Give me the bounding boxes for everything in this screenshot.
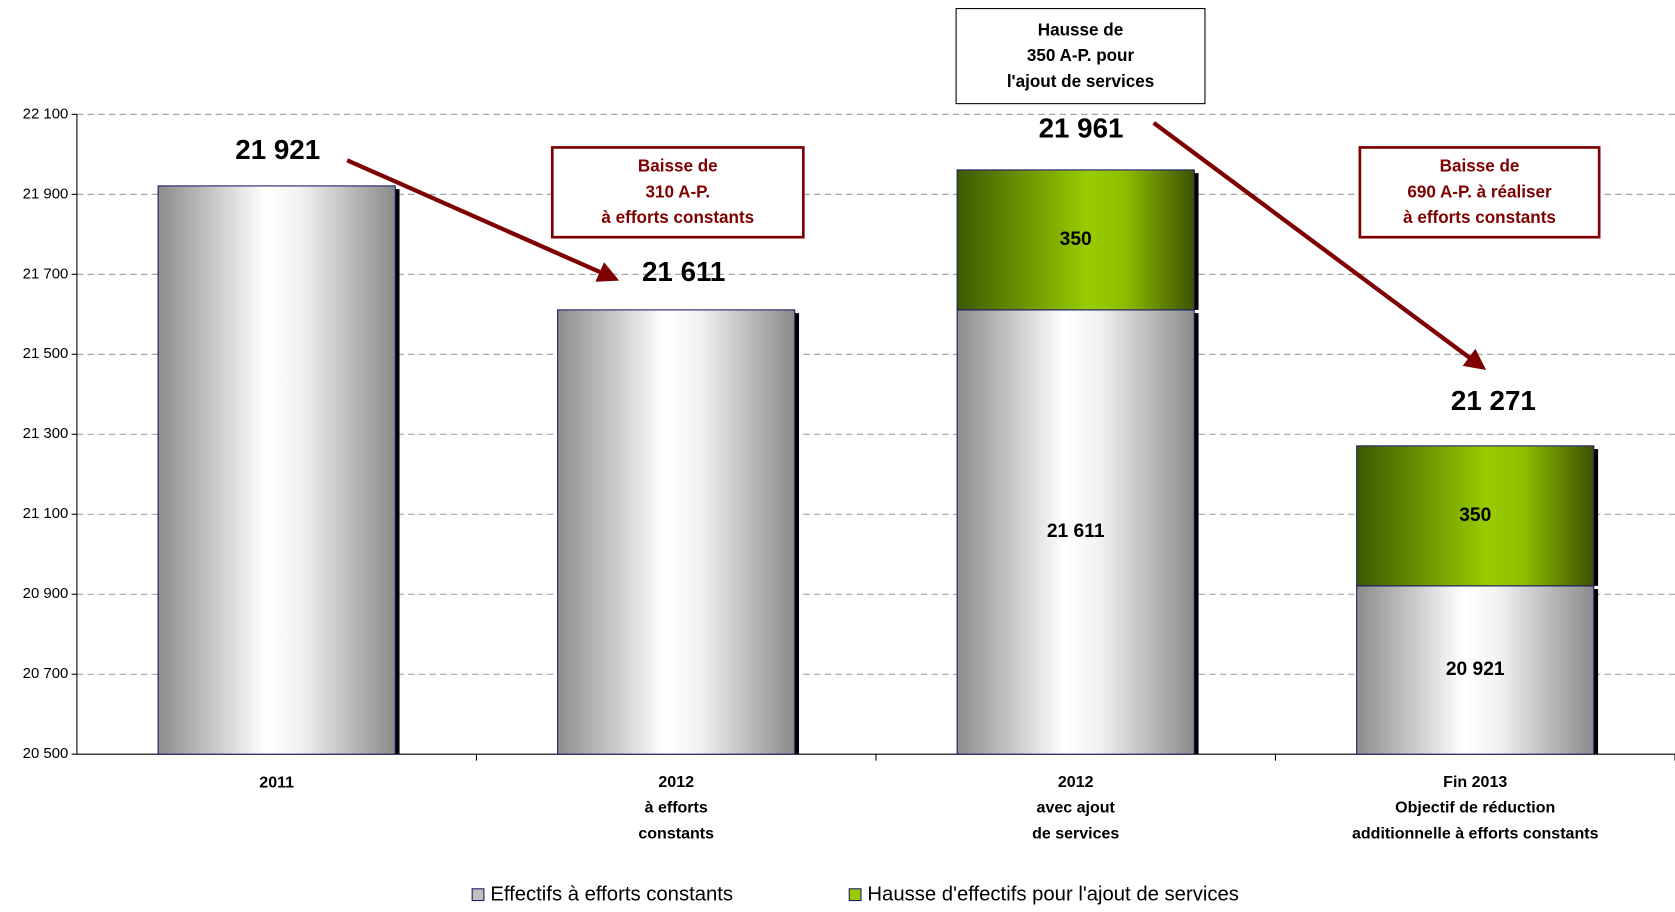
y-tick-label: 20 700 [23, 665, 69, 682]
total-label: 21 961 [1039, 113, 1124, 144]
arrow [346, 158, 620, 282]
annotation: Baisse de 690 A-P. à réaliser à efforts co… [1403, 156, 1556, 226]
bar [1356, 585, 1595, 755]
bar [557, 309, 796, 755]
y-tick-label: 21 900 [23, 185, 69, 202]
legend-label: Effectifs à efforts constants [490, 884, 733, 906]
data-label: 350 [1060, 229, 1092, 250]
y-tick-label: 21 300 [23, 425, 69, 442]
legend-swatch [471, 888, 485, 902]
legend-swatch [848, 888, 862, 902]
y-tick-label: 21 100 [23, 505, 69, 522]
x-tick-label: 2012 avec ajout de services [1032, 773, 1119, 842]
y-tick-label: 21 500 [23, 345, 69, 362]
data-label: 21 611 [1047, 521, 1105, 542]
total-label: 21 921 [235, 134, 320, 165]
x-tick-label: 2011 [259, 773, 294, 791]
x-tick-label: 2012 à efforts constants [638, 773, 714, 842]
total-label: 21 271 [1451, 385, 1536, 416]
plot: 20 500 20 700 20 900 21 100 21 300 21 500 21 7… [23, 8, 1675, 906]
y-tick-label: 20 900 [23, 585, 69, 602]
y-tick-label: 22 100 [23, 105, 69, 122]
data-label: 20 921 [1446, 659, 1505, 680]
y-tick-label: 20 500 [23, 745, 69, 762]
annotation-box [1358, 146, 1601, 239]
y-tick-label: 21 700 [23, 265, 69, 282]
x-tick-label: Fin 2013 Objectif de réduction additionnel… [1352, 773, 1599, 842]
bar [1356, 445, 1595, 587]
bar [956, 169, 1195, 311]
annotation: Baisse de 310 A-P. à efforts constants [601, 156, 754, 226]
data-label: 350 [1459, 505, 1491, 526]
annotation: Hausse de 350 A-P. pour l'ajout de service… [1007, 20, 1154, 90]
bar [157, 185, 396, 755]
legend-label: Hausse d'effectifs pour l'ajout de servi… [867, 884, 1238, 906]
annotation-box [955, 8, 1206, 105]
annotation-box [550, 146, 805, 239]
arrow [1152, 121, 1487, 371]
total-label: 21 611 [642, 256, 725, 287]
bar [956, 309, 1195, 755]
